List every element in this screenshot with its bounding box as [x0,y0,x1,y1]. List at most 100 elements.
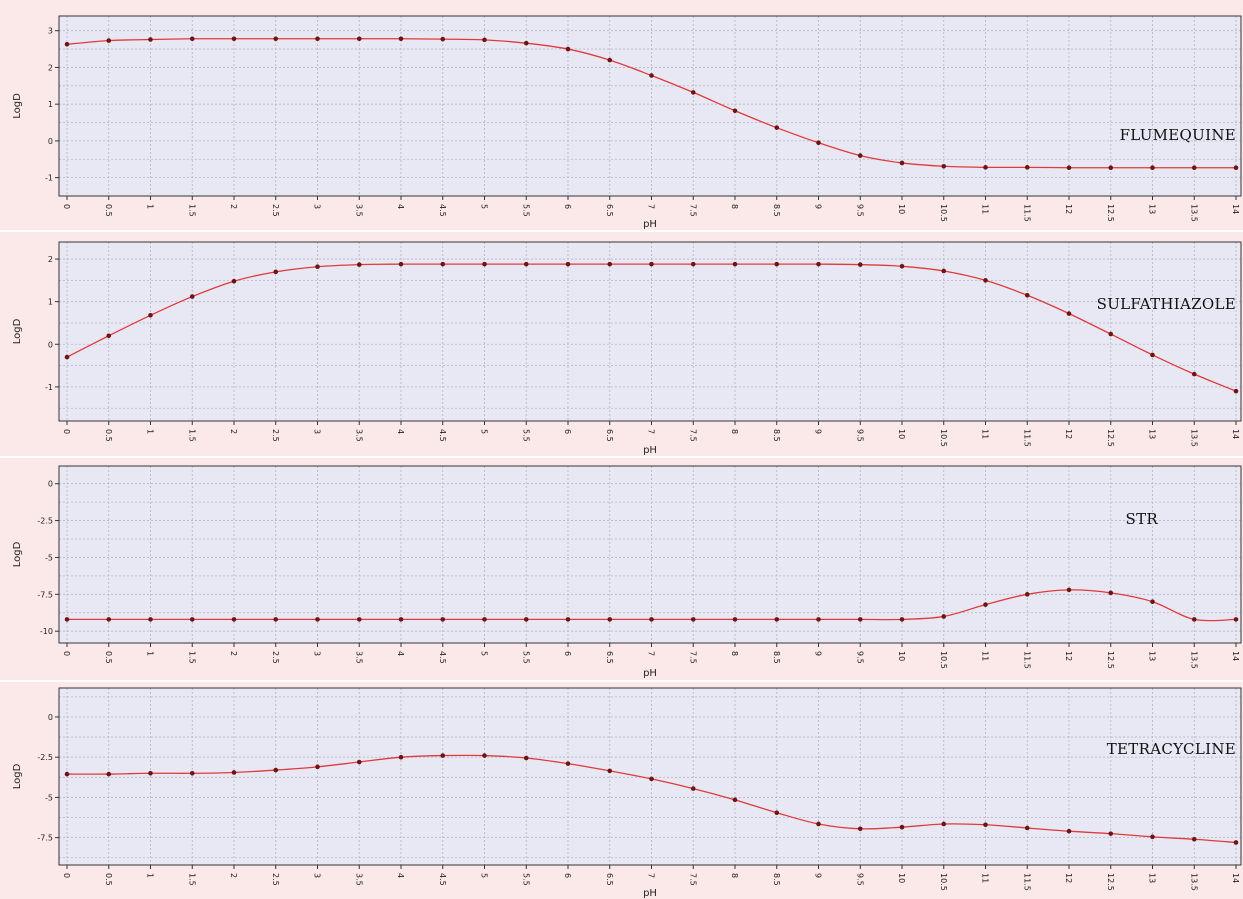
y-tick-label: 0 [48,713,53,722]
data-point [189,770,195,776]
y-tick-label: -2.5 [37,517,53,526]
x-tick-label: 0 [62,873,71,878]
axes-frame [58,241,1242,422]
x-tick-label: 13 [1148,429,1157,439]
data-point [899,160,905,166]
data-point [482,261,487,267]
data-point [607,261,613,267]
x-axis-title: pH [643,888,657,899]
data-point [398,754,404,760]
data-point [1191,617,1197,622]
x-tick-label: 12.5 [1106,204,1115,222]
data-point [523,40,529,46]
data-point [482,753,487,758]
y-tick-label: 3 [48,27,53,36]
x-tick-label: 1 [146,429,155,434]
x-tick-label: 12.5 [1106,651,1115,669]
plot-area [59,688,1241,865]
data-point [983,165,988,170]
data-point [231,278,237,284]
x-tick-label: 10.5 [939,651,948,669]
data-point [64,771,70,777]
y-tick-label: -10 [40,627,53,636]
data-point [1066,587,1072,593]
data-point [64,354,70,360]
x-tick-label: 8 [730,873,739,878]
data-point [1150,165,1155,171]
chart-panel-2: 0 0.5 1 1.5 2 2.5 3 3.5 4 4.5 5 5.5 6 6.5 7 7.5 8 8.5 9 9.5… [0,458,1243,680]
data-point [899,617,905,622]
x-tick-label: 5.5 [521,651,530,664]
y-tick-label: 1 [48,298,53,307]
data-point [1066,165,1072,171]
x-tick-label: 8.5 [772,651,781,664]
data-point [899,263,905,269]
axes-frame [58,15,1242,197]
y-tick-label: 0 [48,340,53,349]
y-tick-label: -1 [45,383,53,392]
chart-svg-2: 0 0.5 1 1.5 2 2.5 3 3.5 4 4.5 5 5.5 6 6.5 7 7.5 8 8.5 9 9.5… [0,458,1243,680]
x-tick-label: 4.5 [438,651,447,664]
data-point [398,36,404,42]
data-point [273,767,279,773]
data-point [440,753,446,758]
y-tick-label: -7.5 [37,834,53,843]
data-point [315,264,320,270]
x-tick-label: 5.5 [521,429,530,442]
x-tick-label: 7 [647,873,656,878]
data-point [941,163,947,169]
data-point [1191,836,1197,842]
data-point [398,261,404,267]
data-point [941,821,947,827]
x-tick-label: 7 [647,651,656,656]
data-point [816,821,821,827]
x-tick-label: 13.5 [1189,873,1198,891]
data-point [690,90,696,95]
x-tick-label: 1 [146,873,155,878]
data-point [1233,617,1239,622]
x-tick-label: 11 [981,651,990,661]
data-point [106,333,112,339]
x-tick-label: 7 [647,204,656,209]
x-axis-title: pH [643,668,657,679]
x-tick-label: 14 [1231,873,1240,883]
y-tick-label: 0 [48,480,53,489]
x-tick-label: 4 [396,651,405,656]
x-tick-label: 14 [1231,651,1240,661]
x-tick-label: 6.5 [605,651,614,664]
x-tick-label: 8 [730,651,739,656]
y-tick-label: -1 [45,174,53,183]
chart-panel-0: 0 0.5 1 1.5 2 2.5 3 3.5 4 4.5 5 5.5 6 6.5 7 7.5 8 8.5 9 9.5… [0,0,1243,230]
data-point [523,617,529,622]
data-point [356,262,362,267]
data-point [690,261,696,267]
y-tick-label: -5 [45,553,53,562]
x-tick-label: 9.5 [855,873,864,886]
x-tick-label: 1.5 [187,873,196,886]
data-point [273,36,279,42]
data-point [482,617,487,622]
x-tick-label: 12 [1064,873,1073,883]
y-tick-label: -7.5 [37,590,53,599]
x-tick-label: 13 [1148,651,1157,661]
x-tick-label: 2 [229,651,238,656]
chart-svg-0: 0 0.5 1 1.5 2 2.5 3 3.5 4 4.5 5 5.5 6 6.5 7 7.5 8 8.5 9 9.5… [0,0,1243,230]
x-tick-label: 0.5 [104,429,113,442]
x-tick-label: 5 [480,873,489,878]
axes-frame [58,687,1242,866]
x-tick-label: 1 [146,204,155,209]
y-tick-label: -2.5 [37,753,53,762]
data-point [649,73,654,78]
x-tick-label: 4 [396,873,405,878]
y-tick-label: 2 [48,255,53,264]
x-tick-label: 4 [396,429,405,434]
x-tick-label: 9 [814,651,823,656]
x-tick-label: 10 [897,429,906,439]
data-point [941,614,947,619]
y-tick-label: 1 [48,100,53,109]
data-point [649,776,654,782]
data-point [690,617,696,622]
data-point [231,36,237,42]
y-axis-title: LogD [12,541,23,567]
